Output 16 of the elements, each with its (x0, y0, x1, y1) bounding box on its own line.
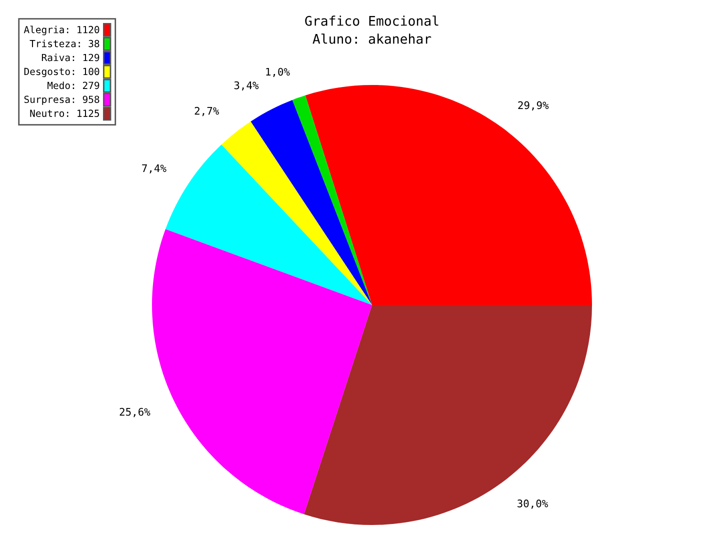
legend-label: Alegria: 1120 (24, 26, 100, 36)
data-label: 1,0% (266, 68, 290, 78)
data-label: 25,6% (120, 408, 150, 418)
legend-label: Medo: 279 (48, 82, 100, 90)
data-label: 2,7% (194, 106, 219, 116)
text: Aluno: akanehar (312, 34, 432, 44)
legend-label: Surpresa: 958 (24, 96, 100, 105)
legend-label: Neutro: 1125 (30, 110, 100, 117)
data-label: 30,0% (518, 500, 548, 509)
legend-label: Tristeza: 38 (30, 40, 100, 48)
legend-label: Desgosto: 100 (24, 68, 100, 78)
chart-title: Grafico Emocional (305, 16, 438, 26)
data-label: 3,4% (234, 81, 259, 91)
legend-label: Raiva: 129 (42, 54, 100, 62)
data-label: 29,9% (518, 101, 549, 110)
data-label: 7,4% (142, 164, 166, 174)
